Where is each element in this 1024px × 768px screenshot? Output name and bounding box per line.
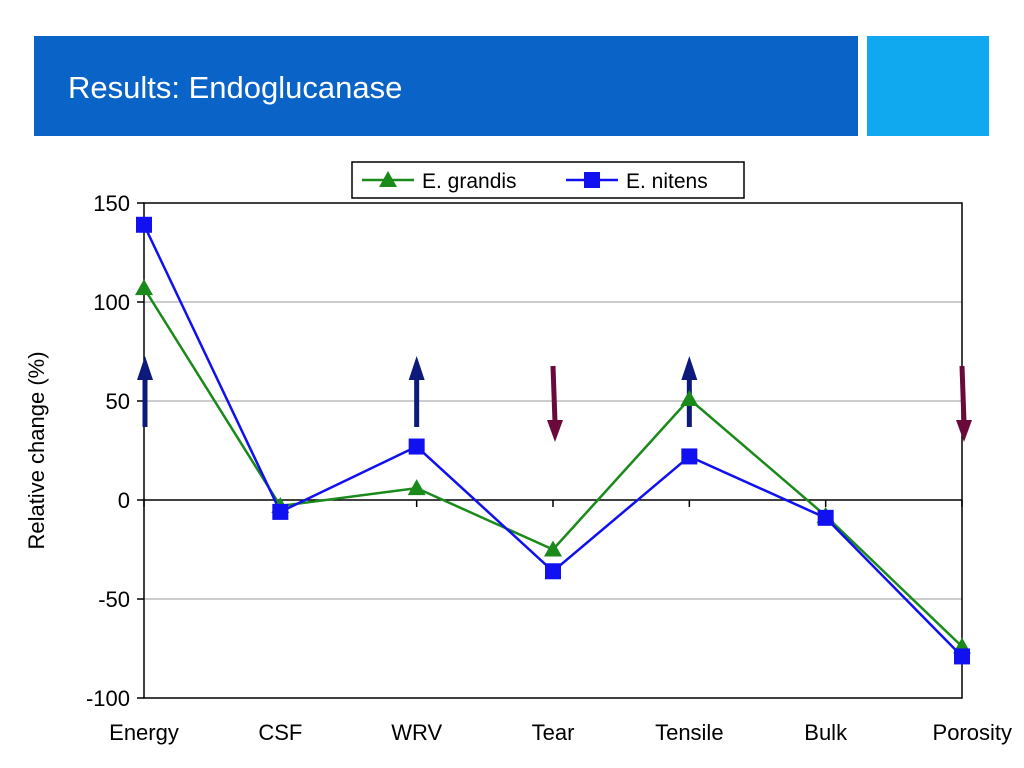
y-tick-label: -100 — [86, 686, 130, 711]
series-line — [142, 224, 963, 658]
x-tick-label: Tensile — [655, 720, 723, 745]
y-tick-label: 150 — [93, 191, 130, 216]
data-point — [544, 540, 562, 557]
legend-label: E. nitens — [626, 170, 708, 193]
annotation-arrow-down — [956, 365, 972, 442]
data-point — [817, 509, 834, 526]
data-point — [135, 279, 153, 296]
annotation-arrow-up — [408, 356, 425, 427]
header-accent — [867, 36, 989, 136]
plot-area — [143, 202, 963, 699]
legend-label: E. grandis — [422, 170, 517, 193]
legend-marker — [379, 171, 397, 187]
y-tick-label: 0 — [118, 488, 130, 513]
y-tick-label: -50 — [98, 587, 130, 612]
annotation-arrow-down — [547, 365, 563, 442]
data-point — [408, 438, 425, 455]
data-point — [545, 563, 561, 580]
y-tick-label: 50 — [106, 389, 130, 414]
legend-marker — [584, 172, 600, 188]
x-tick-label: CSF — [258, 720, 302, 745]
data-point — [136, 216, 152, 233]
data-point — [680, 390, 699, 407]
x-tick-label: WRV — [391, 720, 442, 745]
slide-title: Results: Endoglucanase — [68, 70, 403, 105]
data-point — [407, 479, 426, 496]
x-tick-label: Tear — [532, 720, 575, 745]
header-bar — [34, 36, 858, 136]
y-tick-label: 100 — [93, 290, 130, 315]
annotation-arrow-up — [137, 356, 153, 427]
data-point — [272, 503, 289, 520]
data-point — [681, 448, 698, 465]
x-tick-label: Energy — [109, 720, 179, 745]
legend-box — [351, 161, 745, 199]
data-point — [954, 648, 970, 665]
x-tick-label: Bulk — [804, 720, 848, 745]
x-tick-label: Porosity — [933, 720, 1012, 745]
y-axis-title: Relative change (%) — [24, 351, 49, 549]
series-line — [142, 287, 963, 648]
